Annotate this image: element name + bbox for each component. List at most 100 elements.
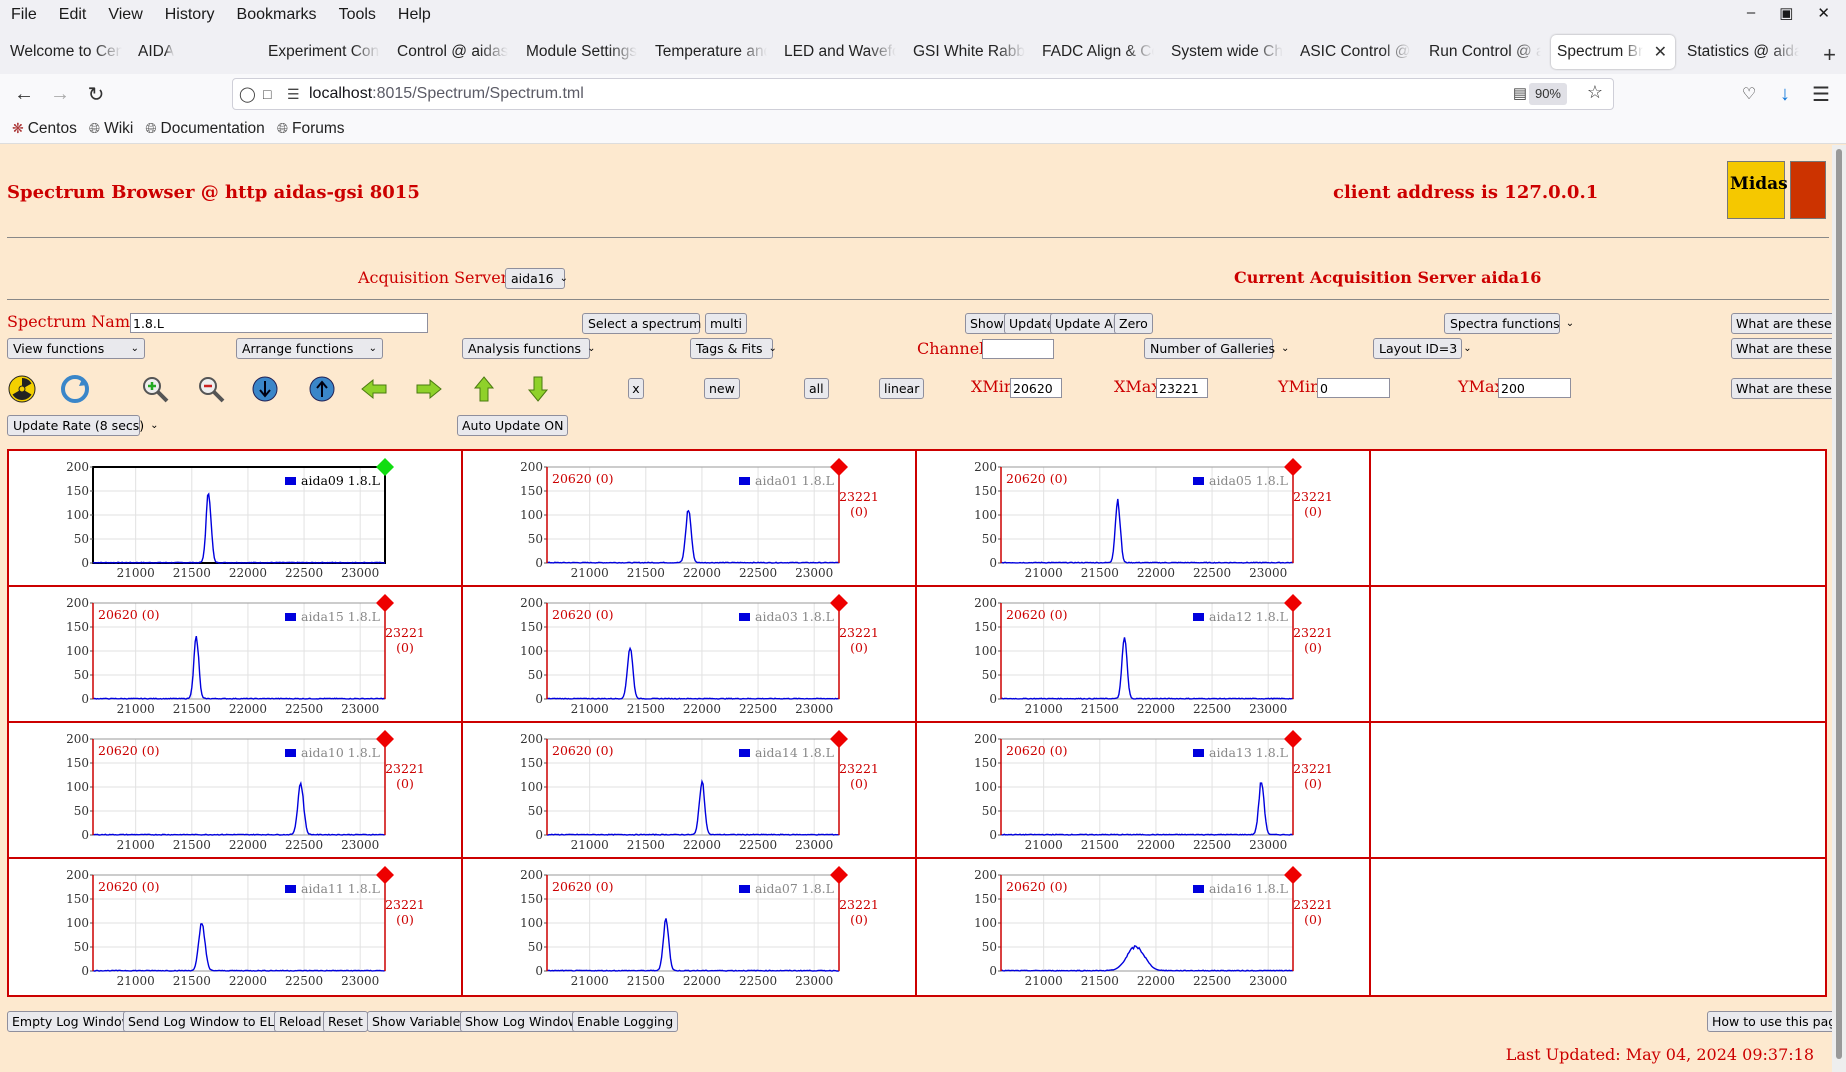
x-button[interactable]: x — [628, 378, 644, 399]
spectra-functions-dropdown[interactable]: Spectra functions ⌄ — [1444, 313, 1574, 334]
reset-button[interactable]: Reset — [323, 1011, 368, 1032]
spectrum-plot[interactable]: 200 150 100 50 0 21000 21500 22000 22500 23000 aid… — [9, 451, 463, 587]
what-are-these-button[interactable]: What are these? — [1731, 378, 1844, 399]
xmax-input[interactable]: 23221 — [1156, 378, 1208, 398]
reload-icon[interactable]: ↻ — [87, 83, 105, 106]
spectrum-panel[interactable]: 200 150 100 50 0 21000 21500 22000 22500 23000 aid… — [463, 723, 917, 859]
zoom-in-icon[interactable] — [140, 374, 170, 404]
right-arrow-icon[interactable] — [414, 374, 444, 404]
bookmark-centos[interactable]: ❋ Centos — [12, 120, 77, 138]
select-diamond-icon[interactable] — [830, 458, 848, 476]
pocket-icon[interactable]: ♡ — [1741, 86, 1757, 103]
back-icon[interactable]: ← — [14, 82, 34, 105]
select-diamond-icon[interactable] — [1284, 594, 1302, 612]
maximize-icon[interactable]: ▣ — [1779, 5, 1794, 22]
spectrum-panel[interactable]: 200 150 100 50 0 21000 21500 22000 22500 23000 aid… — [917, 859, 1371, 995]
close-window-icon[interactable]: ✕ — [1817, 5, 1830, 22]
select-diamond-icon[interactable] — [1284, 458, 1302, 476]
reload-button[interactable]: Reload — [274, 1011, 327, 1032]
bookmark-documentation[interactable]: 🌐︎ Documentation — [145, 120, 264, 138]
send-log-to-elog-button[interactable]: Send Log Window to ELog — [123, 1011, 295, 1032]
menu-file[interactable]: File — [11, 6, 37, 23]
acq-server-select[interactable]: aida16 ⌄ — [505, 268, 568, 289]
spectrum-plot[interactable]: 200 150 100 50 0 21000 21500 22000 22500 23000 aid… — [9, 859, 463, 995]
spectrum-plot[interactable]: 200 150 100 50 0 21000 21500 22000 22500 23000 aid… — [463, 859, 917, 995]
spectrum-plot[interactable]: 200 150 100 50 0 21000 21500 22000 22500 23000 aid… — [917, 451, 1371, 587]
spectrum-panel[interactable]: 200 150 100 50 0 21000 21500 22000 22500 23000 aid… — [9, 723, 463, 859]
url-bar[interactable]: ◯ □ ☰ localhost:8015/Spectrum/Spectrum.t… — [232, 78, 1614, 110]
close-tab-icon[interactable]: ✕ — [1653, 44, 1667, 61]
show-button[interactable]: Show — [965, 313, 1009, 334]
how-to-use-button[interactable]: How to use this page — [1707, 1011, 1846, 1032]
spectrum-panel[interactable]: 200 150 100 50 0 21000 21500 22000 22500 23000 aid… — [9, 451, 463, 587]
tab[interactable]: System wide Ch — [1165, 35, 1283, 69]
spectrum-panel[interactable]: 200 150 100 50 0 21000 21500 22000 22500 23000 aid… — [463, 451, 917, 587]
multi-button[interactable]: multi — [705, 313, 747, 334]
empty-log-window-button[interactable]: Empty Log Window — [7, 1011, 137, 1032]
all-button[interactable]: all — [804, 378, 829, 399]
arrange-functions-dropdown[interactable]: Arrange functions ⌄ — [236, 338, 383, 359]
spectrum-plot[interactable]: 200 150 100 50 0 21000 21500 22000 22500 23000 aid… — [9, 587, 463, 723]
spectrum-panel[interactable]: 200 150 100 50 0 21000 21500 22000 22500 23000 aid… — [9, 587, 463, 723]
zero-button[interactable]: Zero — [1114, 313, 1153, 334]
select-diamond-icon[interactable] — [376, 594, 394, 612]
enable-logging-button[interactable]: Enable Logging — [572, 1011, 679, 1032]
view-functions-dropdown[interactable]: View functions ⌄ — [7, 338, 145, 359]
bookmark-star-icon[interactable]: ☆ — [1586, 82, 1603, 102]
spectrum-plot[interactable]: 200 150 100 50 0 21000 21500 22000 22500 23000 aid… — [463, 723, 917, 859]
expand-up-icon[interactable] — [307, 374, 337, 404]
menu-edit[interactable]: Edit — [58, 6, 87, 23]
spectrum-plot[interactable]: 200 150 100 50 0 21000 21500 22000 22500 23000 aid… — [917, 859, 1371, 995]
tab[interactable]: Module Settings — [520, 35, 638, 69]
tags-fits-dropdown[interactable]: Tags & Fits ⌄ — [690, 338, 777, 359]
ymax-input[interactable]: 200 — [1498, 378, 1571, 398]
tab[interactable]: LED and Wavefo — [778, 35, 896, 69]
tab[interactable]: AIDA — [132, 35, 232, 69]
menu-help[interactable]: Help — [397, 6, 431, 23]
layout-dropdown[interactable]: Layout ID=3 ⌄ — [1373, 338, 1472, 359]
spectrum-panel[interactable]: 200 150 100 50 0 21000 21500 22000 22500 23000 aid… — [917, 587, 1371, 723]
spectrum-plot[interactable]: 200 150 100 50 0 21000 21500 22000 22500 23000 aid… — [9, 723, 463, 859]
menu-view[interactable]: View — [108, 6, 143, 23]
down-arrow-icon[interactable] — [523, 374, 553, 404]
select-diamond-icon[interactable] — [376, 730, 394, 748]
tab[interactable]: Welcome to Cen — [4, 35, 122, 69]
select-diamond-icon[interactable] — [830, 730, 848, 748]
menu-bookmarks[interactable]: Bookmarks — [236, 6, 317, 23]
spectrum-name-input[interactable]: 1.8.L — [130, 313, 428, 333]
what-are-these-button[interactable]: What are these? — [1731, 338, 1844, 359]
scrollbar-thumb[interactable] — [1836, 149, 1842, 1059]
select-diamond-icon[interactable] — [830, 866, 848, 884]
spectrum-plot[interactable]: 200 150 100 50 0 21000 21500 22000 22500 23000 aid… — [463, 451, 917, 587]
linear-button[interactable]: linear — [879, 378, 925, 399]
bookmark-wiki[interactable]: 🌐︎ Wiki — [89, 120, 133, 138]
tab[interactable]: Experiment Cont — [262, 35, 380, 69]
spectrum-plot[interactable]: 200 150 100 50 0 21000 21500 22000 22500 23000 aid… — [463, 587, 917, 723]
update-button[interactable]: Update — [1004, 313, 1060, 334]
spectrum-panel[interactable]: 200 150 100 50 0 21000 21500 22000 22500 23000 aid… — [463, 587, 917, 723]
update-all-button[interactable]: Update All — [1050, 313, 1125, 334]
show-variables-button[interactable]: Show Variables — [367, 1011, 472, 1032]
left-arrow-icon[interactable] — [359, 374, 389, 404]
select-spectrum-dropdown[interactable]: Select a spectrum⌄ — [582, 313, 716, 334]
shield-icon[interactable]: ◯ — [239, 86, 256, 103]
show-log-window-button[interactable]: Show Log Window — [460, 1011, 584, 1032]
page-scrollbar[interactable] — [1832, 145, 1846, 1072]
tab[interactable]: FADC Align & Co — [1036, 35, 1154, 69]
select-diamond-icon[interactable] — [1284, 730, 1302, 748]
select-diamond-icon[interactable] — [376, 866, 394, 884]
downloads-icon[interactable]: ↓ — [1780, 82, 1790, 105]
spectrum-panel[interactable]: 200 150 100 50 0 21000 21500 22000 22500 23000 aid… — [463, 859, 917, 995]
refresh-icon[interactable] — [60, 374, 90, 404]
zoom-level[interactable]: 90% — [1528, 83, 1567, 105]
xmin-input[interactable]: 20620 — [1010, 378, 1062, 398]
tab[interactable]: GSI White Rabbi — [907, 35, 1025, 69]
new-button[interactable]: new — [704, 378, 740, 399]
number-of-galleries-dropdown[interactable]: Number of Galleries ⌄ — [1144, 338, 1289, 359]
spectrum-plot[interactable]: 200 150 100 50 0 21000 21500 22000 22500 23000 aid… — [917, 587, 1371, 723]
what-are-these-button[interactable]: What are these? — [1731, 313, 1844, 334]
auto-update-button[interactable]: Auto Update ON — [457, 415, 569, 436]
app-menu-icon[interactable]: ☰ — [1812, 83, 1830, 106]
menu-history[interactable]: History — [164, 6, 215, 23]
permissions-icon[interactable]: ☰ — [287, 85, 300, 102]
